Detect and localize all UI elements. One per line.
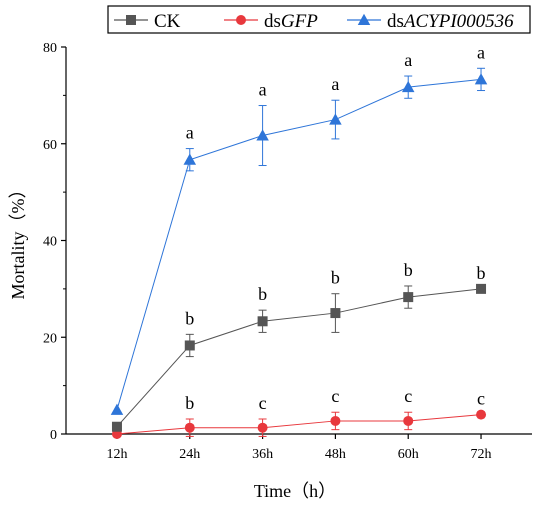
x-tick-label: 60h [398,447,419,462]
y-tick-label: 80 [43,41,57,56]
significance-label: a [477,42,485,62]
series-line [116,78,482,410]
significance-label: c [477,389,485,409]
significance-label: a [186,123,194,143]
legend-marker [126,15,136,25]
significance-label: a [404,50,412,70]
x-tick-label: 48h [325,447,346,462]
legend: CK dsGFP dsACYPI000536 [107,5,531,34]
legend-marker [236,15,246,25]
x-tick-label: 24h [179,447,200,462]
x-axis-label: Time（h） [254,481,336,501]
legend-label: dsGFP [264,11,318,32]
data-point [329,113,342,125]
series-line [116,288,482,428]
legend-label: dsACYPI000536 [387,11,514,32]
data-point [184,340,195,351]
significance-label: b [258,284,267,304]
series-line [116,414,482,435]
legend-item-1: CK [114,11,181,32]
data-point [474,73,488,85]
x-tick-label: 12h [106,447,127,462]
x-tick-label: 36h [252,447,273,462]
significance-label: b [185,393,194,413]
legend-marker [357,13,371,25]
data-point [256,129,269,141]
legend-box [107,5,531,34]
legend-label: CK [154,11,181,32]
y-tick-label: 0 [50,428,57,443]
series-1: b b b b b [111,260,487,432]
y-tick-label: 40 [43,235,57,250]
legend-item-2: dsGFP [224,11,318,32]
significance-label: c [404,386,412,406]
significance-label: b [331,268,340,288]
data-point [110,403,124,415]
data-point [476,283,487,294]
significance-label: a [259,80,267,100]
significance-label: a [331,74,339,94]
significance-label: c [259,393,267,413]
axes: 0 20 40 60 80 12h 24h 36h 48h 60h 72h [43,41,532,462]
x-tick-label: 72h [471,447,492,462]
significance-label: c [331,386,339,406]
data-point [401,80,415,93]
y-axis-label: Mortality（%） [8,181,28,300]
data-point [183,153,197,165]
data-point [403,415,414,426]
data-point [330,415,341,426]
legend-item-3: dsACYPI000536 [347,11,514,32]
significance-label: b [477,263,486,283]
data-point [403,292,414,303]
data-point [257,316,268,327]
data-point [111,421,122,432]
series-layer: b c c c c b b b b b a a a a a [110,42,488,439]
data-point [330,308,341,319]
y-tick-label: 60 [43,138,57,153]
data-point [476,409,487,420]
significance-label: b [404,260,413,280]
y-tick-label: 20 [43,331,57,346]
significance-label: b [185,308,194,328]
data-point [257,422,268,433]
series-3: a a a a a [110,42,488,415]
data-point [184,422,195,433]
